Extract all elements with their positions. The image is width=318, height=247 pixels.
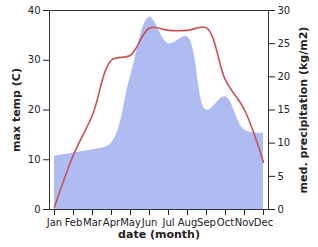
svg-text:15: 15 — [278, 104, 291, 115]
svg-text:Apr: Apr — [103, 217, 121, 228]
svg-text:Jul: Jul — [161, 217, 174, 228]
svg-text:25: 25 — [278, 38, 291, 49]
svg-text:med. precipitation (kg/m2): med. precipitation (kg/m2) — [297, 27, 310, 194]
svg-text:date (month): date (month) — [118, 228, 200, 241]
svg-text:0: 0 — [34, 204, 40, 215]
svg-text:Mar: Mar — [83, 217, 103, 228]
svg-text:Nov: Nov — [235, 217, 255, 228]
svg-text:Jun: Jun — [141, 217, 158, 228]
svg-text:30: 30 — [28, 54, 41, 65]
svg-text:5: 5 — [278, 171, 284, 182]
svg-text:Dec: Dec — [254, 217, 273, 228]
svg-text:Feb: Feb — [65, 217, 83, 228]
svg-text:May: May — [120, 217, 141, 228]
svg-text:30: 30 — [278, 5, 291, 16]
svg-text:Aug: Aug — [178, 217, 198, 228]
svg-text:Sep: Sep — [197, 217, 216, 228]
svg-text:Oct: Oct — [217, 217, 234, 228]
svg-text:20: 20 — [28, 104, 41, 115]
svg-text:20: 20 — [278, 71, 291, 82]
svg-text:0: 0 — [278, 204, 284, 215]
svg-text:Jan: Jan — [46, 217, 62, 228]
svg-text:10: 10 — [278, 137, 291, 148]
svg-text:max temp (C): max temp (C) — [10, 68, 23, 152]
svg-text:40: 40 — [28, 5, 41, 16]
svg-text:10: 10 — [28, 154, 41, 165]
